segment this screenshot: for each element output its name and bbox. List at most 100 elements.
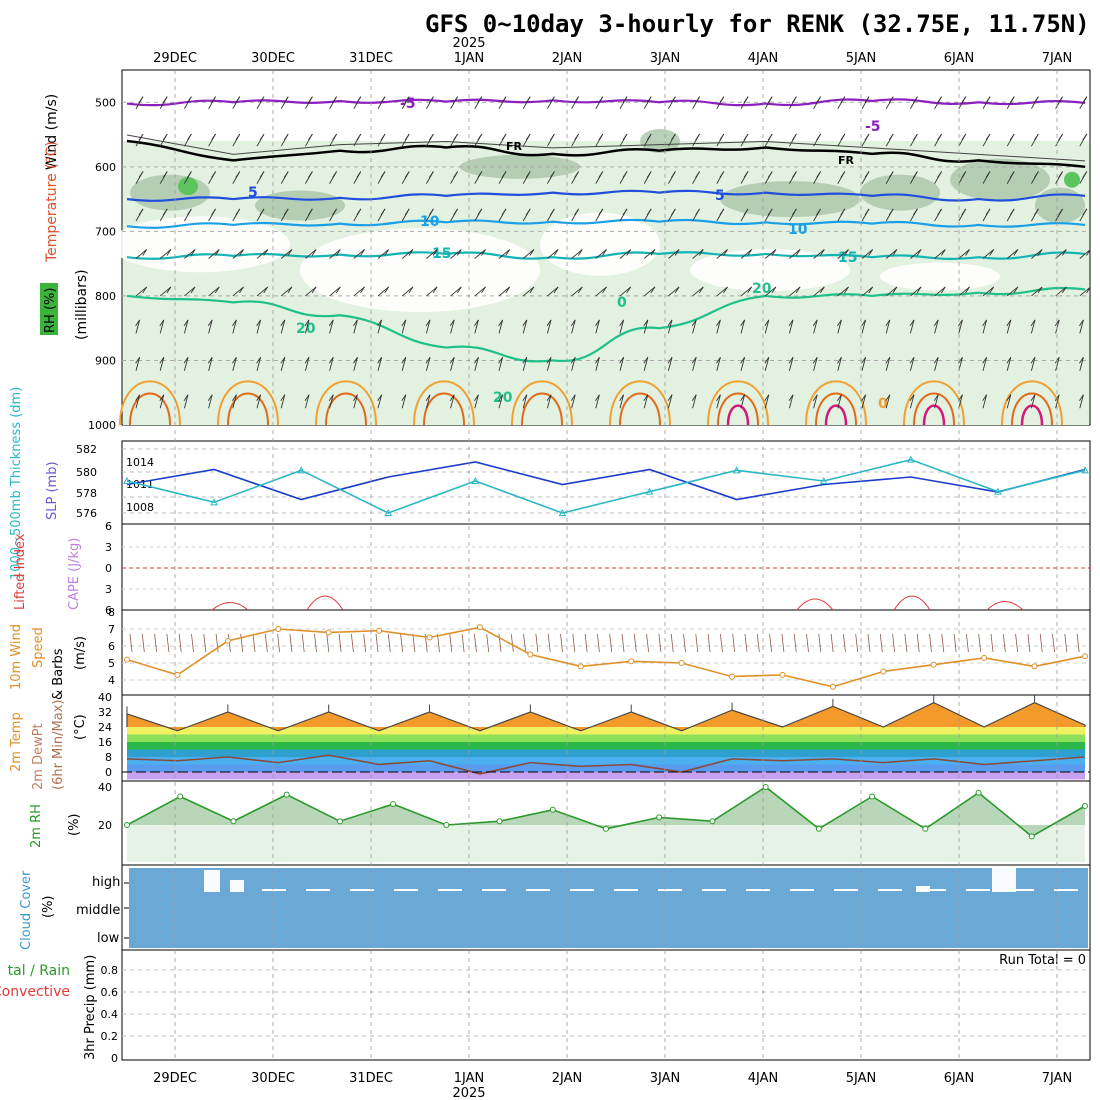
isotherm--5 bbox=[126, 98, 1086, 107]
wind-barb-flag bbox=[183, 394, 189, 401]
run-total-label: Run Total = 0 bbox=[999, 953, 1086, 968]
wind-barb bbox=[837, 319, 842, 334]
10m-wind-barb bbox=[953, 633, 957, 653]
wind-barb-flag bbox=[162, 96, 168, 103]
top-date-label: 7JAN bbox=[1042, 51, 1073, 66]
wind-barb-flag bbox=[598, 133, 604, 141]
thickness-line bbox=[126, 458, 1086, 514]
wind-barb-flag bbox=[909, 319, 915, 327]
wind-barb-flag bbox=[477, 208, 483, 216]
isotherm-label: 5 bbox=[248, 185, 258, 201]
wind-barb-flag bbox=[138, 133, 144, 141]
wind-barb-flag bbox=[844, 286, 849, 294]
wind-barb-flag bbox=[792, 171, 797, 178]
wind-barb bbox=[764, 357, 770, 371]
wind-barb bbox=[982, 286, 995, 297]
wind10-point bbox=[628, 658, 635, 665]
wind-barb-flag bbox=[940, 249, 946, 256]
thickness-point bbox=[297, 466, 306, 474]
surface-isotherm bbox=[1001, 380, 1063, 426]
wind-barb-flag bbox=[311, 249, 317, 256]
wind-barb-flag bbox=[816, 96, 821, 103]
wind-barb-flag bbox=[256, 319, 261, 327]
cloud-gap-line bbox=[482, 889, 506, 891]
10m-wind-barb bbox=[633, 633, 637, 653]
wind-barb-flag bbox=[671, 133, 676, 141]
10m-wind-barb bbox=[375, 633, 379, 653]
wind-barb-flag bbox=[159, 319, 165, 327]
wind-barb bbox=[498, 249, 511, 259]
wind-barb bbox=[184, 249, 196, 259]
wind-barb bbox=[208, 394, 213, 409]
wind-barb-flag bbox=[360, 286, 365, 294]
wind10-point bbox=[1082, 653, 1088, 660]
wind-barb bbox=[1079, 394, 1084, 409]
wind-barb-flag bbox=[691, 394, 697, 401]
thickness-point bbox=[210, 498, 218, 506]
wind-barb bbox=[692, 357, 697, 371]
wind-barb bbox=[232, 319, 237, 334]
10m-wind-barb bbox=[498, 633, 502, 653]
li-tick: 3 bbox=[105, 541, 112, 554]
label-cape: CAPE (J/kg) bbox=[67, 538, 82, 610]
wind-barb-flag bbox=[332, 208, 337, 216]
wind-barb bbox=[135, 319, 141, 334]
wind-barb bbox=[885, 249, 898, 259]
wind10-point bbox=[880, 668, 887, 675]
li-tick: 6 bbox=[105, 520, 112, 533]
10m-wind-barb bbox=[597, 633, 600, 653]
precip-tick: 0.4 bbox=[101, 1008, 119, 1021]
top-year-label: 2025 bbox=[452, 36, 485, 51]
wind-barb-flag bbox=[477, 171, 483, 178]
wind-barb-flag bbox=[1030, 357, 1036, 364]
wind-barb bbox=[595, 357, 600, 371]
wind-barb-flag bbox=[716, 357, 721, 364]
wind-barb-flag bbox=[795, 249, 801, 256]
wind-barb bbox=[837, 394, 842, 409]
wind-barb-flag bbox=[259, 133, 265, 141]
label-3hr-precip: 3hr Precip (mm) bbox=[83, 955, 98, 1060]
wind-barb bbox=[861, 357, 867, 371]
temp-band bbox=[127, 749, 1085, 757]
thickness-point bbox=[123, 476, 131, 484]
wind-barb-flag bbox=[937, 96, 942, 103]
wind-barb-flag bbox=[771, 286, 777, 294]
wind10-point bbox=[124, 656, 130, 663]
thickness-point bbox=[384, 508, 393, 516]
10m-wind-barb bbox=[523, 633, 526, 653]
wind-barb-flag bbox=[328, 394, 334, 401]
wind-barb-flag bbox=[723, 286, 728, 294]
bottom-date-label: 6JAN bbox=[944, 1071, 975, 1086]
10m-wind-barb bbox=[338, 633, 342, 653]
label-rh: RH (%) bbox=[43, 288, 58, 333]
wind-barb-flag bbox=[522, 394, 528, 401]
wind-barb-flag bbox=[771, 249, 777, 256]
wind10-point bbox=[1031, 663, 1038, 670]
rh-shading-dark bbox=[720, 181, 860, 218]
wind-barb-flag bbox=[965, 249, 970, 256]
wind-barb-flag bbox=[888, 208, 894, 216]
wind-barb bbox=[667, 394, 673, 409]
bottom-date-label: 4JAN bbox=[748, 1071, 779, 1086]
wind-barb bbox=[982, 357, 988, 371]
wind-barb-flag bbox=[695, 133, 700, 141]
wind-barb bbox=[788, 394, 794, 409]
wind-barb-flag bbox=[982, 394, 987, 401]
10m-wind-barb bbox=[351, 633, 354, 653]
10m-wind-barb bbox=[474, 633, 477, 653]
wind-barb-flag bbox=[716, 394, 721, 401]
10m-wind-barb bbox=[707, 633, 711, 653]
wind-barb-flag bbox=[646, 96, 652, 103]
rh2m-point bbox=[177, 793, 184, 800]
wind-barb-flag bbox=[404, 96, 410, 103]
wind-barb-flag bbox=[501, 96, 507, 103]
wind-barb-flag bbox=[812, 319, 818, 327]
wind-barb-flag bbox=[667, 394, 673, 401]
wind-barb bbox=[474, 249, 486, 259]
wind-barb-flag bbox=[1054, 394, 1060, 401]
wind-barb bbox=[522, 394, 528, 409]
wind-barb-flag bbox=[885, 357, 891, 364]
cloud-tick-middle: middle bbox=[76, 903, 120, 918]
wind-barb-flag bbox=[308, 96, 313, 103]
